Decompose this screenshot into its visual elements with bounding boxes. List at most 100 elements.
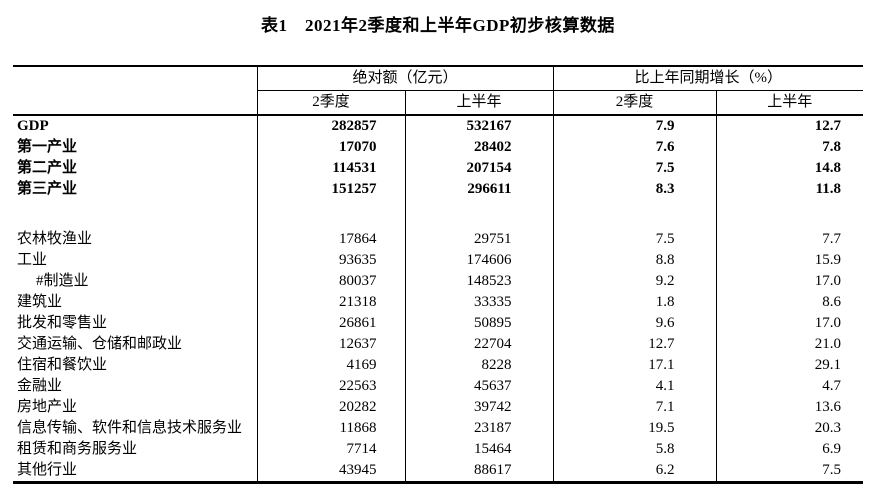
growth-q2-cell: 7.1 (553, 397, 717, 418)
table-row: 建筑业 21318 33335 1.8 8.6 (13, 292, 863, 313)
growth-q2-cell: 7.6 (553, 137, 717, 158)
growth-h1-cell: 20.3 (814, 420, 842, 436)
growth-q2-cell: 6.2 (553, 460, 717, 483)
row-label-cell: 第一产业 (13, 137, 258, 158)
abs-q2-cell: 114531 (257, 158, 406, 179)
growth-h1-cell: 7.5 (822, 462, 842, 478)
abs-q2-cell: 21318 (257, 292, 406, 313)
spacer-cell (553, 200, 717, 229)
row-label-cell: 农林牧渔业 (13, 229, 258, 250)
row-label-cell: 第二产业 (13, 158, 258, 179)
abs-h1-cell: 45637 (405, 376, 554, 397)
table-row: 工业 93635 174606 8.8 15.9 (13, 250, 863, 271)
abs-q2-cell: 4169 (257, 355, 406, 376)
row-label-cell: 金融业 (13, 376, 258, 397)
abs-h1-cell: 39742 (405, 397, 554, 418)
table-body: GDP 282857 532167 7.9 12.7 第一产业 17070 28402 7.6 7… (13, 115, 863, 483)
growth-q2-cell: 19.5 (553, 418, 717, 439)
abs-h1-cell: 33335 (405, 292, 554, 313)
table-row: #制造业 80037 148523 9.2 17.0 (13, 271, 863, 292)
spacer-cell (716, 200, 863, 229)
abs-h1-cell: 174606 (405, 250, 554, 271)
row-label-cell: GDP (13, 115, 258, 137)
growth-h1-cell: 13.6 (814, 399, 842, 415)
growth-q2-cell: 7.5 (553, 229, 717, 250)
group-header-growth: 比上年同期增长（%） (553, 66, 864, 91)
growth-h1-cell: 11.8 (815, 181, 842, 197)
row-label-cell: 第三产业 (13, 179, 258, 200)
gdp-table: 绝对额（亿元） 比上年同期增长（%） 2季度 上半年 2季度 上半年 GDP 28… (13, 65, 864, 484)
abs-h1-cell: 8228 (405, 355, 554, 376)
row-label-cell: 房地产业 (13, 397, 258, 418)
abs-q2-cell: 43945 (257, 460, 406, 483)
abs-q2-cell: 12637 (257, 334, 406, 355)
growth-q2-cell: 7.5 (553, 158, 717, 179)
group-header-row: 绝对额（亿元） 比上年同期增长（%） (13, 66, 864, 116)
abs-q2-cell: 11868 (257, 418, 406, 439)
abs-q2-cell: 151257 (257, 179, 406, 200)
row-label-cell: #制造业 (13, 271, 258, 292)
growth-h1-cell: 21.0 (814, 336, 842, 352)
growth-q2-cell: 4.1 (553, 376, 717, 397)
growth-h1-cell: 7.8 (822, 139, 842, 155)
table-row: 第二产业 114531 207154 7.5 14.8 (13, 158, 863, 179)
abs-q2-cell: 7714 (257, 439, 406, 460)
table-header: 绝对额（亿元） 比上年同期增长（%） 2季度 上半年 2季度 上半年 (13, 66, 864, 116)
growth-q2-cell: 9.2 (553, 271, 717, 292)
row-label-cell: 其他行业 (13, 460, 258, 483)
growth-h1-cell: 15.9 (814, 252, 842, 268)
row-label-cell: 信息传输、软件和信息技术服务业 (13, 418, 258, 439)
growth-h1-cell: 7.7 (822, 231, 842, 247)
abs-q2-cell: 80037 (257, 271, 406, 292)
table-row: 第一产业 17070 28402 7.6 7.8 (13, 137, 863, 158)
growth-h1-cell: 12.7 (814, 118, 842, 134)
table-row: 其他行业 43945 88617 6.2 7.5 (13, 460, 863, 483)
table-title: 表1 2021年2季度和上半年GDP初步核算数据 (261, 16, 615, 35)
growth-q2-cell: 1.8 (553, 292, 717, 313)
table-row: GDP 282857 532167 7.9 12.7 (13, 115, 863, 137)
growth-h1-cell: 8.6 (822, 294, 842, 310)
growth-q2-cell: 12.7 (553, 334, 717, 355)
row-label-header-cell (13, 66, 258, 116)
spacer-cell (405, 200, 554, 229)
spacer-row (13, 200, 863, 229)
abs-q2-cell: 17864 (257, 229, 406, 250)
growth-h1-cell: 14.8 (814, 160, 842, 176)
spacer-cell (257, 200, 406, 229)
growth-h1-cell: 17.0 (814, 315, 842, 331)
sub-header-growth-h1: 上半年 (716, 90, 864, 116)
abs-h1-cell: 50895 (405, 313, 554, 334)
table-row: 批发和零售业 26861 50895 9.6 17.0 (13, 313, 863, 334)
row-label-cell: 建筑业 (13, 292, 258, 313)
row-label-cell: 租赁和商务服务业 (13, 439, 258, 460)
abs-q2-cell: 26861 (257, 313, 406, 334)
abs-h1-cell: 23187 (405, 418, 554, 439)
table-row: 房地产业 20282 39742 7.1 13.6 (13, 397, 863, 418)
table-row: 住宿和餐饮业 4169 8228 17.1 29.1 (13, 355, 863, 376)
row-label-cell: 交通运输、仓储和邮政业 (13, 334, 258, 355)
abs-h1-cell: 15464 (405, 439, 554, 460)
abs-h1-cell: 29751 (405, 229, 554, 250)
table-row: 租赁和商务服务业 7714 15464 5.8 6.9 (13, 439, 863, 460)
sub-header-abs-h1: 上半年 (405, 90, 554, 116)
abs-q2-cell: 282857 (257, 115, 406, 137)
table-row: 信息传输、软件和信息技术服务业 11868 23187 19.5 20.3 (13, 418, 863, 439)
growth-h1-cell: 6.9 (822, 441, 842, 457)
abs-q2-cell: 93635 (257, 250, 406, 271)
growth-q2-cell: 5.8 (553, 439, 717, 460)
table-row: 交通运输、仓储和邮政业 12637 22704 12.7 21.0 (13, 334, 863, 355)
sub-header-growth-q2: 2季度 (553, 90, 717, 116)
growth-q2-cell: 8.3 (553, 179, 717, 200)
sub-header-row: 2季度 上半年 2季度 上半年 (13, 90, 864, 116)
growth-q2-cell: 9.6 (553, 313, 717, 334)
abs-h1-cell: 22704 (405, 334, 554, 355)
sub-header-abs-q2: 2季度 (257, 90, 406, 116)
abs-q2-cell: 22563 (257, 376, 406, 397)
abs-q2-cell: 17070 (257, 137, 406, 158)
row-label-cell: 工业 (13, 250, 258, 271)
growth-q2-cell: 8.8 (553, 250, 717, 271)
row-label-cell: 批发和零售业 (13, 313, 258, 334)
growth-h1-cell: 29.1 (814, 357, 842, 373)
abs-q2-cell: 20282 (257, 397, 406, 418)
